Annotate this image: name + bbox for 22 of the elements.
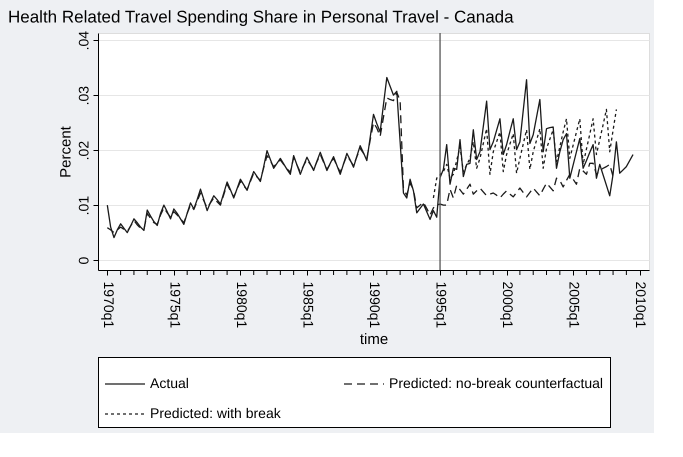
y-tick-label: .01 [76,196,92,216]
x-tick-label: 2000q1 [500,282,516,328]
x-tick-label: 2010q1 [633,282,650,328]
x-tick-label: 1990q1 [367,282,383,328]
x-tick-label: 1970q1 [100,282,117,328]
y-tick-label: .03 [76,86,92,106]
y-tick-label: .04 [76,30,92,50]
x-axis-title: time [360,331,388,348]
x-tick-label: 2005q1 [566,282,583,328]
chart-title: Health Related Travel Spending Share in Personal Travel - Canada [8,7,514,26]
x-tick-label: 1985q1 [300,282,316,328]
legend-label: Predicted: with break [150,405,282,421]
line-series [106,76,634,238]
x-tick-label: 1995q1 [434,282,450,328]
line-series [432,108,618,199]
legend-label: Actual [150,375,189,391]
x-tick-label: 1980q1 [234,282,250,328]
x-tick-label: 1975q1 [167,282,184,328]
y-tick-label: 0 [76,256,92,264]
y-tick-label: .02 [76,140,92,160]
legend-label: Predicted: no-break counterfactual [389,375,604,391]
y-axis-title: Percent [58,125,74,178]
